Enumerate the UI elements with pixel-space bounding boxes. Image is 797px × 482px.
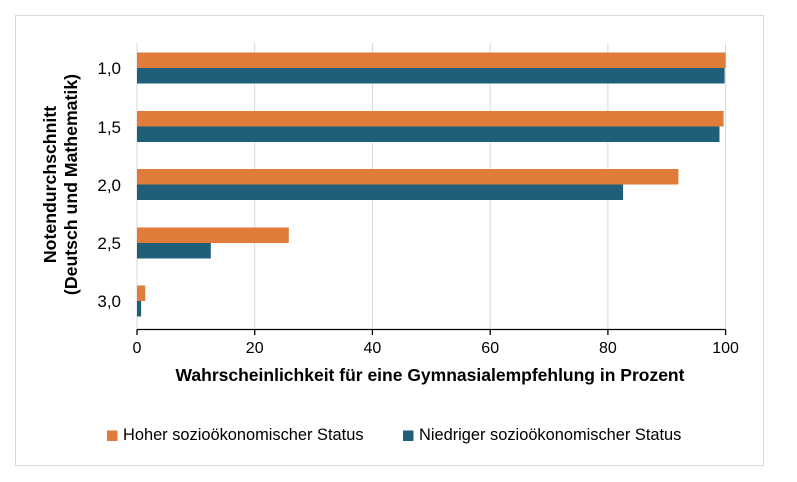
svg-text:2,5: 2,5 [97,234,121,253]
svg-text:(Deutsch und Mathematik): (Deutsch und Mathematik) [61,74,81,295]
svg-text:Wahrscheinlichkeit für eine Gy: Wahrscheinlichkeit für eine Gymnasialemp… [176,365,685,385]
svg-text:1,0: 1,0 [97,59,121,78]
svg-text:20: 20 [246,340,264,357]
svg-text:0: 0 [133,340,142,357]
svg-text:2,0: 2,0 [97,176,121,195]
svg-text:Niedriger sozioökonomischer St: Niedriger sozioökonomischer Status [419,426,681,444]
svg-text:40: 40 [364,340,382,357]
svg-text:80: 80 [599,340,617,357]
svg-text:100: 100 [712,340,739,357]
svg-text:60: 60 [481,340,499,357]
svg-text:1,5: 1,5 [97,118,121,137]
svg-text:Notendurchschnitt: Notendurchschnitt [40,106,60,263]
svg-text:3,0: 3,0 [97,292,121,311]
svg-text:Hoher sozioökonomischer Status: Hoher sozioökonomischer Status [123,426,364,444]
